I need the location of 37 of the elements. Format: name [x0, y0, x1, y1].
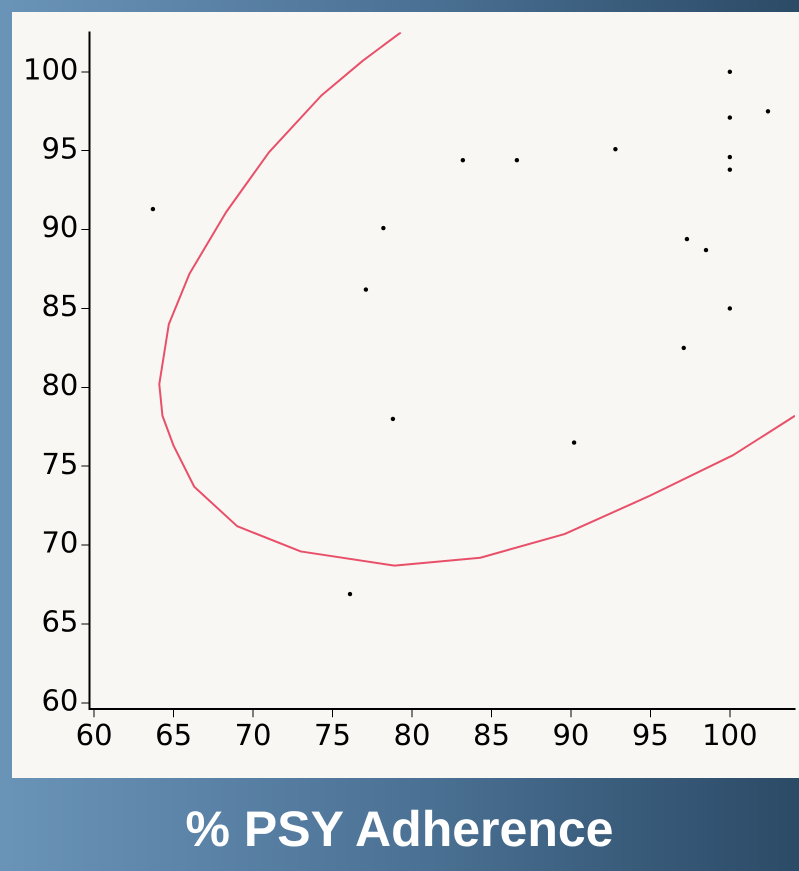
x-axis-title: % PSY Adherence	[184, 800, 614, 858]
y-tick-label: 90	[41, 210, 78, 244]
point	[684, 236, 690, 242]
y-tick-label: 75	[41, 446, 78, 481]
x-tick-label: 75	[314, 718, 351, 752]
y-tick-label: 80	[41, 368, 78, 402]
point	[514, 158, 520, 162]
point	[728, 306, 732, 311]
x-tick-label: 95	[632, 718, 669, 752]
point	[682, 346, 686, 350]
y-tick-label: 85	[41, 289, 78, 324]
x-tick-label: 60	[76, 718, 113, 752]
y-tick-label: 60	[41, 683, 78, 718]
y-tick-label: 70	[41, 526, 78, 560]
point	[766, 109, 770, 114]
x-tick-label: 80	[394, 718, 430, 752]
x-tick-label: 90	[552, 718, 590, 752]
point	[728, 167, 732, 172]
y-tick-label: 100	[22, 52, 78, 86]
point	[728, 115, 732, 120]
point	[364, 287, 368, 292]
y-tick-label: 95	[41, 131, 78, 166]
point	[381, 226, 386, 230]
point	[150, 206, 156, 212]
point	[728, 154, 732, 160]
point	[390, 416, 396, 422]
point	[613, 146, 618, 152]
x-tick-label: 85	[472, 718, 510, 752]
x-tick-label: 100	[702, 718, 758, 752]
y-tick-label: 65	[41, 604, 78, 639]
point	[704, 248, 708, 252]
point	[348, 592, 352, 596]
point	[460, 158, 466, 162]
point	[572, 440, 576, 445]
x-tick-label: 65	[155, 718, 192, 752]
point	[728, 70, 732, 74]
x-tick-label: 70	[234, 718, 272, 752]
